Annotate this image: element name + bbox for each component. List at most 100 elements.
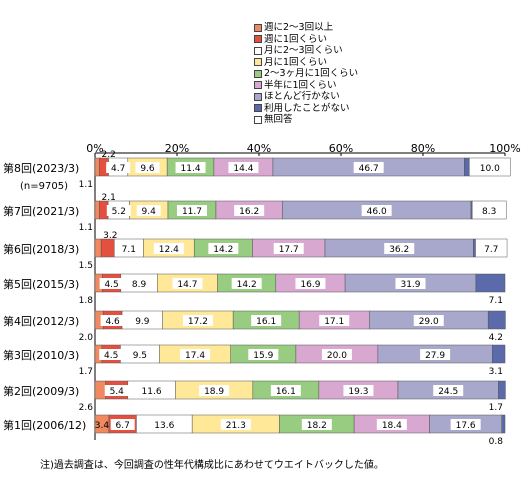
data-label: 6.7 — [116, 421, 130, 431]
data-label-bg — [127, 278, 152, 289]
data-label: 2.0 — [79, 333, 94, 343]
data-label-bg — [228, 162, 259, 173]
data-label: 0.8 — [489, 437, 504, 447]
data-label: 1.7 — [489, 403, 503, 413]
data-label-bg — [135, 162, 160, 173]
data-label-bg — [106, 162, 131, 173]
data-label-bg — [343, 385, 374, 396]
legend-label: 週に2～3回以上 — [264, 22, 334, 33]
data-label: 24.5 — [438, 387, 458, 397]
legend-label: 2～3ヶ月に1回くらい — [264, 68, 359, 79]
data-label: 9.5 — [133, 351, 147, 361]
bar-segment — [94, 380, 106, 400]
bar-segment — [487, 310, 506, 330]
data-label-bg — [106, 205, 131, 216]
data-label: 4.5 — [104, 280, 118, 290]
data-label: 17.2 — [188, 317, 208, 327]
data-label: 7.7 — [484, 245, 498, 255]
data-label-bg — [361, 205, 392, 216]
bar-segment — [473, 238, 476, 258]
bar-segment — [475, 273, 506, 293]
data-label-bg — [301, 419, 332, 430]
data-label: 5.4 — [110, 387, 125, 397]
data-label: 36.2 — [389, 245, 409, 255]
legend-item: 月に1回くらい — [254, 57, 358, 69]
data-label-bg — [130, 315, 155, 326]
data-label-bg — [110, 419, 135, 430]
data-label-bg — [248, 349, 279, 360]
data-label-bg — [479, 243, 504, 254]
data-label: 18.2 — [307, 421, 327, 431]
data-label: 19.3 — [348, 387, 368, 397]
data-label-bg — [136, 205, 161, 216]
data-label: 1.8 — [79, 296, 94, 306]
category-label: 第7回(2021/3) — [3, 204, 79, 218]
data-label: 16.9 — [300, 280, 320, 290]
data-label: 3.4 — [95, 421, 110, 431]
bar-segment — [501, 414, 506, 434]
data-label: 11.7 — [182, 207, 202, 217]
legend-item: 週に2～3回以上 — [254, 22, 358, 34]
bar-segment — [94, 200, 100, 220]
data-label: 17.4 — [185, 351, 205, 361]
data-label: 12.4 — [159, 245, 179, 255]
legend-item: 無回答 — [254, 114, 358, 126]
data-label: 17.6 — [456, 421, 476, 431]
data-label: 13.6 — [154, 421, 174, 431]
data-label-bg — [433, 385, 464, 396]
data-label-bg — [231, 278, 262, 289]
data-label: 17.7 — [279, 245, 299, 255]
bar-segment — [464, 157, 470, 177]
data-label: 1.7 — [79, 367, 93, 377]
category-label: 第2回(2009/3) — [3, 384, 79, 398]
x-tick-label: 40% — [247, 142, 271, 155]
data-label: 1.5 — [79, 261, 93, 271]
data-label: 4.6 — [105, 317, 120, 327]
sample-size-label: (n=9705) — [20, 181, 68, 192]
legend-item: 半年に1回くらい — [254, 80, 358, 92]
data-label-bg — [182, 315, 213, 326]
legend-item: 月に2～3回くらい — [254, 45, 358, 57]
data-label-bg — [420, 349, 451, 360]
legend-swatch — [254, 92, 262, 101]
bar-segment — [94, 238, 102, 258]
data-label: 2.1 — [102, 193, 116, 203]
data-label: 2.2 — [102, 150, 116, 160]
category-label: 第5回(2015/3) — [3, 277, 79, 291]
legend-swatch — [254, 115, 262, 124]
legend-label: 半年に1回くらい — [264, 79, 337, 91]
data-label-bg — [176, 205, 207, 216]
legend-swatch — [254, 58, 262, 67]
legend-swatch — [254, 69, 262, 78]
data-label: 16.1 — [256, 317, 276, 327]
legend-swatch — [254, 81, 262, 90]
data-label-bg — [353, 162, 384, 173]
data-label-bg — [234, 205, 265, 216]
data-label: 14.7 — [177, 280, 197, 290]
data-label: 46.7 — [359, 164, 379, 174]
legend-item: 利用したことがない — [254, 103, 358, 115]
data-label-bg — [295, 278, 326, 289]
category-label: 第1回(2006/12) — [3, 418, 86, 432]
data-label: 20.0 — [327, 351, 347, 361]
x-tick-label: 80% — [411, 142, 435, 155]
bar-segment — [94, 157, 100, 177]
legend: 週に2～3回以上 週に1回くらい 月に2～3回くらい 月に1回くらい 2～3ヶ月に1回く… — [254, 22, 358, 126]
bar-segment — [100, 238, 115, 258]
x-tick-label: 0% — [86, 142, 103, 155]
data-label: 11.6 — [142, 387, 162, 397]
legend-label: 月に1回くらい — [264, 56, 328, 68]
data-label-bg — [100, 315, 125, 326]
data-label: 10.0 — [480, 164, 500, 174]
category-label: 第8回(2023/3) — [3, 161, 79, 175]
legend-swatch — [254, 23, 262, 32]
data-label: 2.6 — [79, 403, 94, 413]
data-label-bg — [199, 385, 230, 396]
category-label: 第6回(2018/3) — [3, 242, 79, 256]
data-label-bg — [450, 419, 481, 430]
legend-item: ほとんど行かない — [254, 91, 358, 103]
data-label-bg — [99, 278, 124, 289]
data-label-bg — [395, 278, 426, 289]
data-label-bg — [136, 385, 167, 396]
data-label: 14.2 — [237, 280, 257, 290]
